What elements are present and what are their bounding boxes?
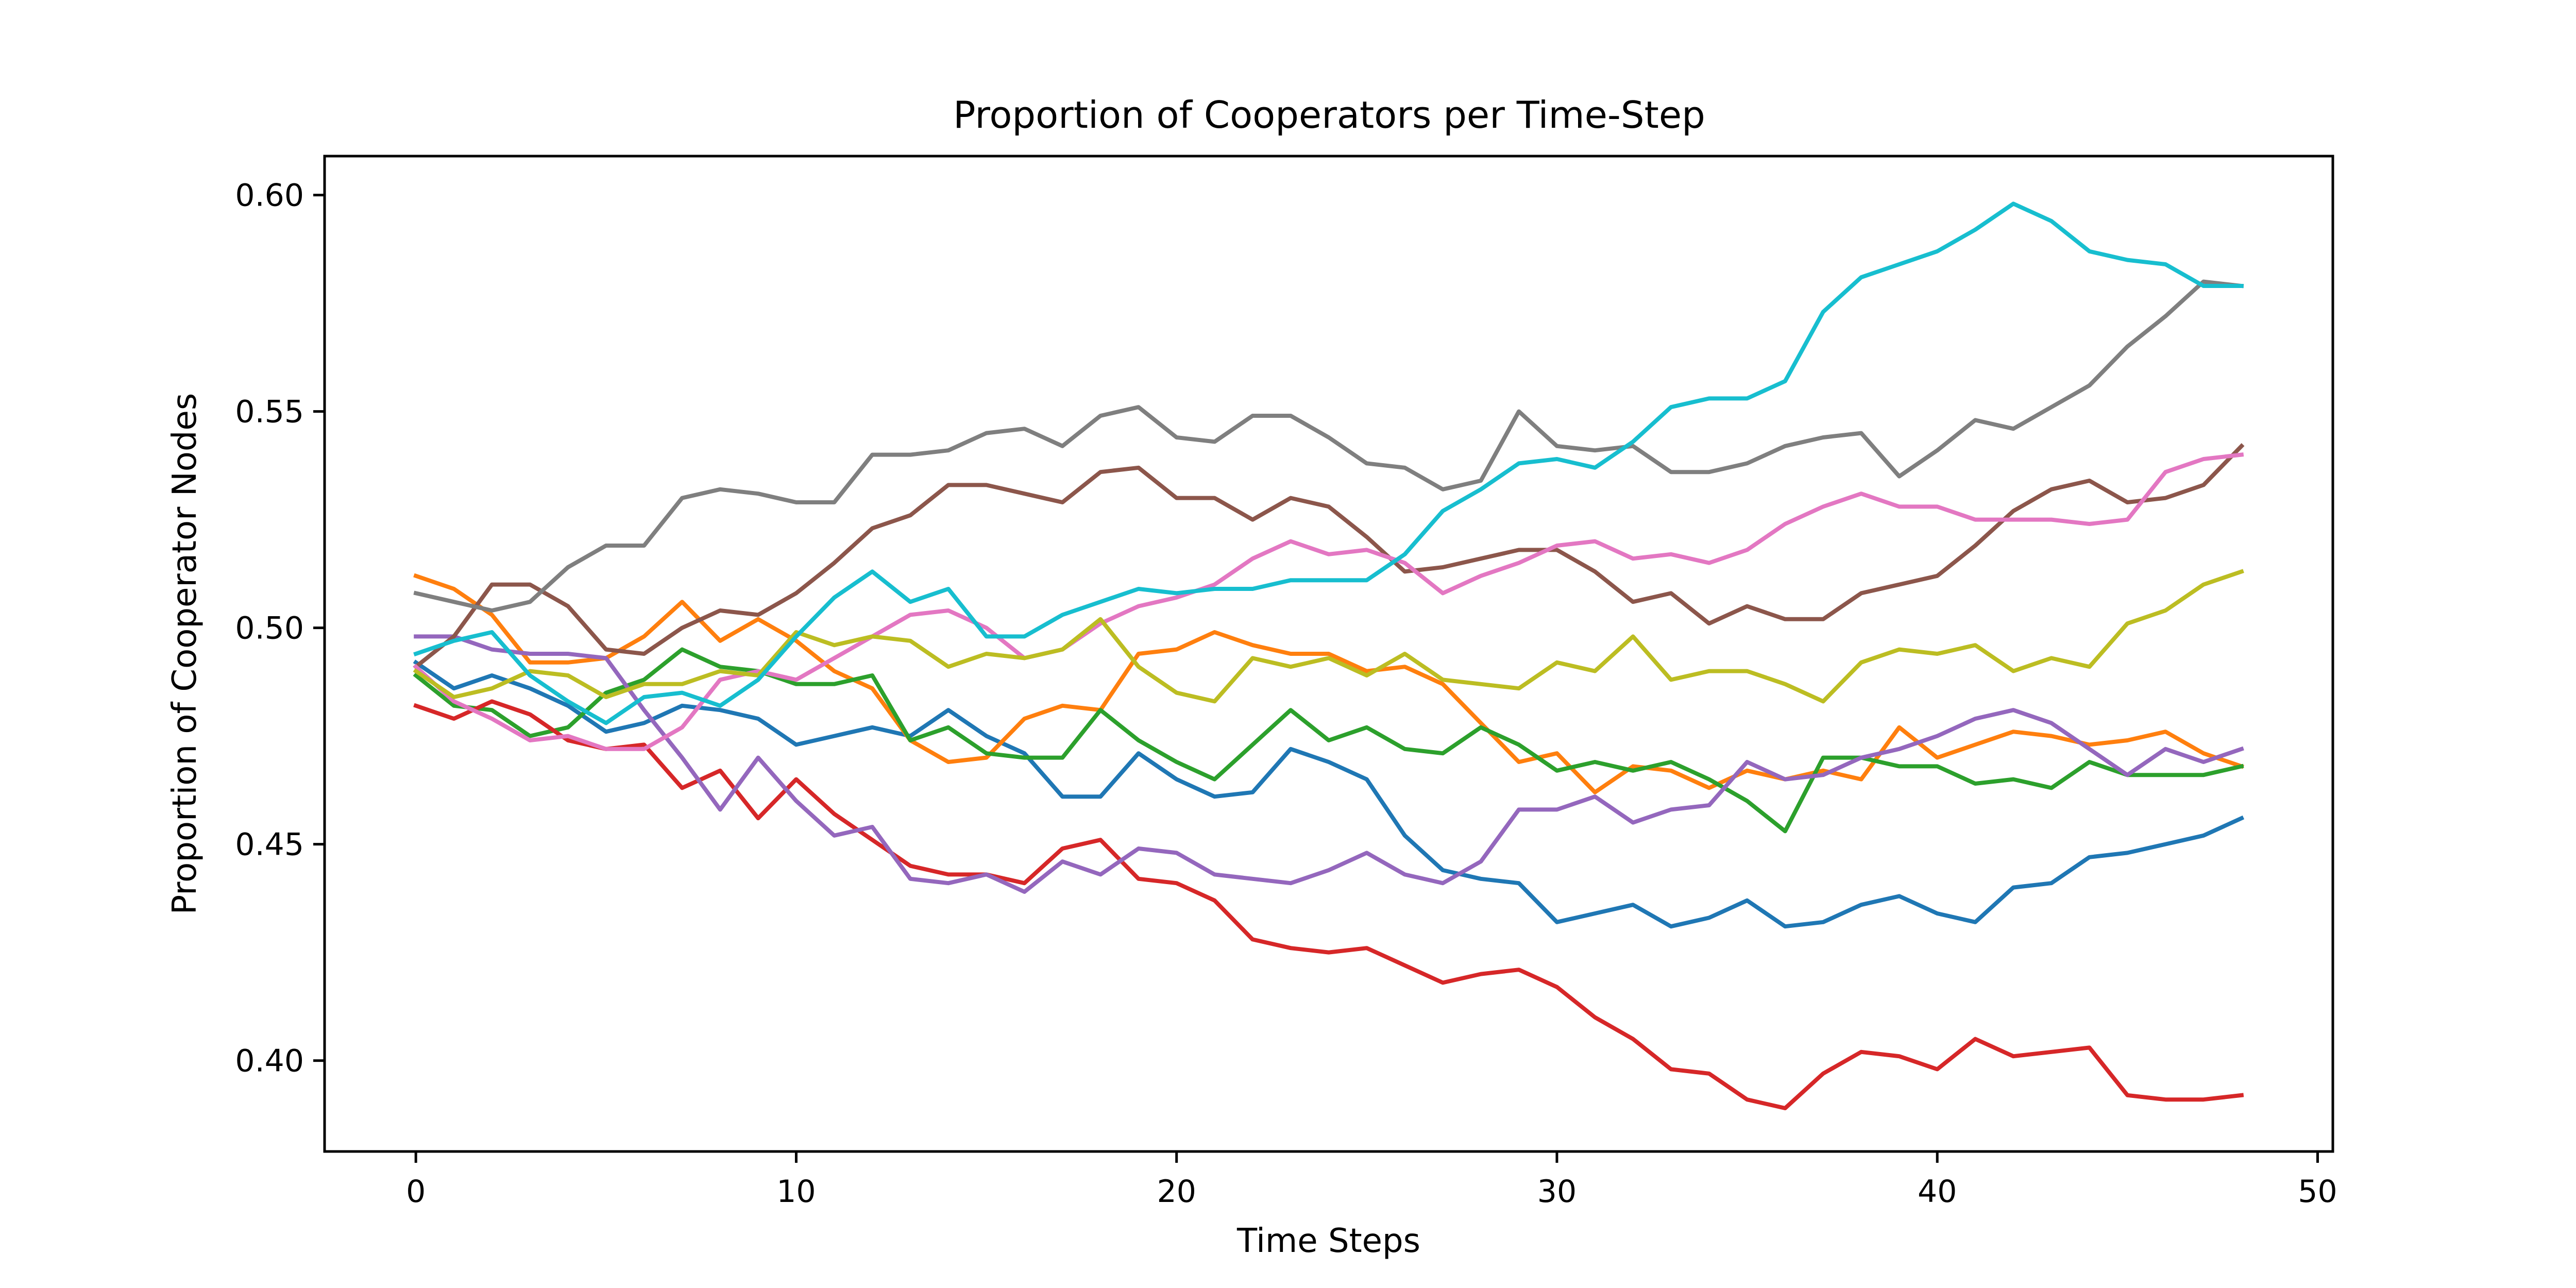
y-tick-label: 0.60 bbox=[235, 178, 304, 214]
y-tick-label: 0.45 bbox=[235, 827, 304, 863]
y-tick-label: 0.40 bbox=[235, 1043, 304, 1079]
series-line-1 bbox=[413, 659, 2245, 929]
x-axis: 0 10 20 30 40 50 bbox=[406, 1151, 2337, 1210]
series-line-10 bbox=[413, 201, 2244, 725]
chart-title: Proportion of Cooperators per Time-Step bbox=[953, 93, 1705, 137]
series-line-2 bbox=[413, 573, 2244, 794]
series-line-7 bbox=[413, 452, 2244, 751]
x-tick-label: 50 bbox=[2298, 1174, 2337, 1210]
plot-frame bbox=[323, 155, 2334, 1153]
plot-series bbox=[413, 201, 2245, 1110]
y-axis: 0.40 0.45 0.50 0.55 0.60 bbox=[235, 178, 325, 1079]
series-line-5 bbox=[414, 634, 2244, 894]
x-tick-label: 10 bbox=[776, 1174, 816, 1210]
x-tick-label: 30 bbox=[1537, 1174, 1577, 1210]
y-tick-label: 0.55 bbox=[235, 394, 304, 430]
x-tick-label: 0 bbox=[406, 1174, 426, 1210]
series-line-6 bbox=[413, 443, 2245, 670]
series-line-9 bbox=[413, 569, 2244, 704]
series-line-8 bbox=[413, 279, 2244, 613]
x-tick-label: 40 bbox=[1918, 1174, 1957, 1210]
x-tick-label: 20 bbox=[1157, 1174, 1196, 1210]
y-tick-label: 0.50 bbox=[235, 611, 304, 647]
y-axis-label: Proportion of Cooperator Nodes bbox=[166, 393, 204, 914]
series-line-3 bbox=[413, 647, 2244, 834]
series-line-4 bbox=[413, 699, 2244, 1110]
x-axis-label: Time Steps bbox=[1236, 1222, 1420, 1260]
